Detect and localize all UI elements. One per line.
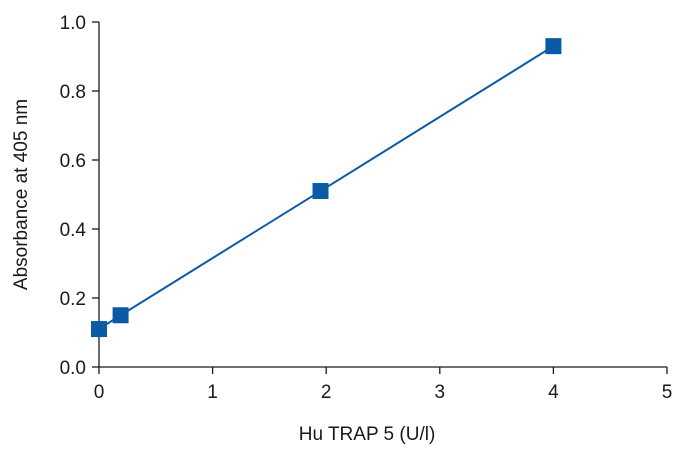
data-point-marker (91, 321, 107, 338)
series-line (98, 45, 554, 330)
tick-labels: 0 1 2 3 4 5 0.0 0.2 0.4 0.6 0.8 1.0 (60, 13, 673, 403)
y-tick-label: 0.6 (60, 151, 86, 172)
y-axis-title: Absorbance at 405 nm (11, 99, 32, 290)
x-axis-title: Hu TRAP 5 (U/l) (299, 424, 436, 445)
x-tick-label: 4 (548, 382, 559, 403)
y-tick-label: 0.0 (60, 358, 86, 379)
x-tick-label: 1 (207, 382, 218, 403)
x-tick-label: 3 (435, 382, 446, 403)
x-tick-label: 2 (321, 382, 332, 403)
y-tick-label: 0.2 (60, 289, 86, 310)
y-tick-label: 0.4 (60, 220, 87, 241)
y-tick-label: 0.8 (60, 82, 86, 103)
axes (98, 22, 667, 368)
data-point-marker (112, 307, 129, 324)
data-point-marker (545, 38, 562, 55)
data-point-marker (312, 183, 329, 200)
series-group (91, 38, 562, 338)
series (91, 38, 562, 338)
x-tick-label: 0 (94, 382, 105, 403)
y-tick-label: 1.0 (60, 13, 86, 34)
x-tick-label: 5 (662, 382, 673, 403)
tick-marks (92, 21, 668, 374)
